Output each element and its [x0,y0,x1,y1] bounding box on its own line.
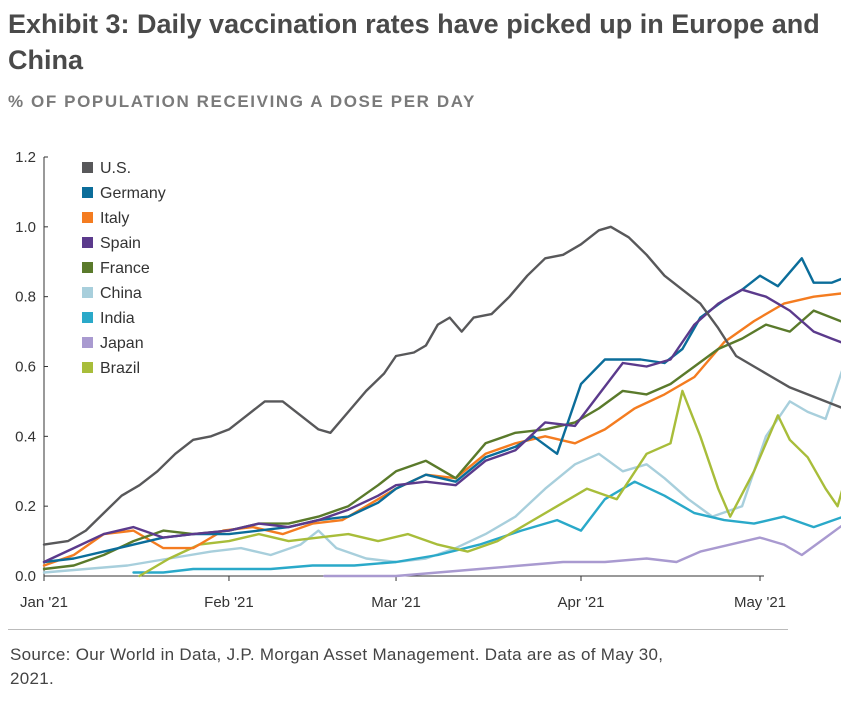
y-tick-label: 0.2 [15,498,36,515]
series-line-china [42,370,841,574]
chart-subtitle: % OF POPULATION RECEIVING A DOSE PER DAY [8,92,476,111]
series-line-spain [42,288,841,564]
legend-label: Italy [100,210,129,227]
legend-swatch [82,212,93,223]
x-tick-label: Feb '21 [204,594,254,611]
legend-swatch [82,312,93,323]
legend-swatch [82,262,93,273]
legend-label: Spain [100,235,141,252]
series-line-brazil [138,389,841,578]
legend-swatch [82,287,93,298]
legend-swatch [82,337,93,348]
series-line-germany [42,257,841,564]
series-line-france [42,309,841,571]
y-tick-label: 1.2 [15,149,36,166]
series-line-india [132,480,841,574]
legend-swatch [82,237,93,248]
legend-label: France [100,260,150,277]
line-chart: 0.0 0.2 0.4 0.6 0.8 1.0 1.2 Jan '21 Feb '21 Mar '… [15,149,841,611]
series-line-us [42,225,841,546]
y-tick-label: 1.0 [15,219,36,236]
y-tick-label: 0.0 [15,568,36,585]
series-lines [42,225,841,578]
chart-title: Exhibit 3: Daily vaccination rates have … [8,9,820,75]
footer-divider [8,629,788,630]
x-tick-label: May '21 [734,594,786,611]
x-tick-label: Jan '21 [20,594,68,611]
y-tick-label: 0.4 [15,428,36,445]
y-tick-label: 0.8 [15,289,36,306]
legend-swatch [82,162,93,173]
legend-swatch [82,362,93,373]
x-tick-label: Mar '21 [371,594,421,611]
chart-axes: 0.0 0.2 0.4 0.6 0.8 1.0 1.2 Jan '21 Feb '21 Mar '… [15,149,786,611]
legend-label: China [100,285,142,302]
source-note: Source: Our World in Data, J.P. Morgan A… [10,645,664,688]
legend-label: India [100,310,135,327]
legend-label: Japan [100,335,144,352]
chart-legend: U.S. Germany Italy Spain France China India Jap… [82,160,166,377]
legend-label: Brazil [100,360,140,377]
series-line-japan [323,524,841,578]
legend-swatch [82,187,93,198]
legend-label: U.S. [100,160,131,177]
x-tick-label: Apr '21 [557,594,604,611]
y-tick-label: 0.6 [15,359,36,376]
legend-label: Germany [100,185,166,202]
